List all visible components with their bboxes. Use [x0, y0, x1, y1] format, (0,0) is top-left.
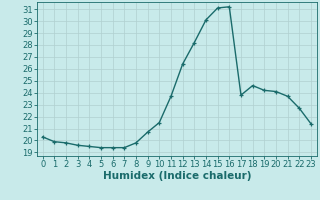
- X-axis label: Humidex (Indice chaleur): Humidex (Indice chaleur): [102, 171, 251, 181]
